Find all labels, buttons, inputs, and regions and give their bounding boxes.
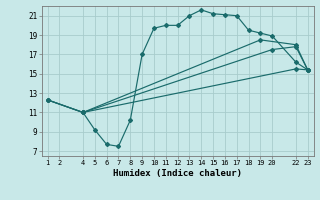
- X-axis label: Humidex (Indice chaleur): Humidex (Indice chaleur): [113, 169, 242, 178]
